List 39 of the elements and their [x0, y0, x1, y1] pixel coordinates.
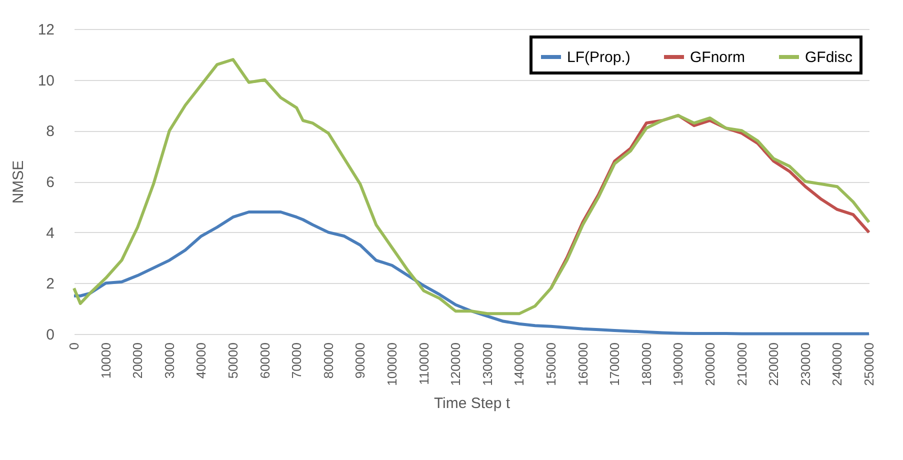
- x-tick-label: 20000: [130, 342, 146, 379]
- x-tick-label: 30000: [162, 342, 177, 379]
- x-tick-label: 0: [66, 342, 82, 350]
- legend-label: GFnorm: [690, 49, 746, 66]
- y-tick-label: 4: [46, 224, 54, 242]
- x-tick-label: 90000: [352, 342, 368, 379]
- y-tick-label: 2: [46, 276, 54, 293]
- x-tick-label: 220000: [766, 342, 782, 386]
- x-tick-label: 200000: [702, 342, 718, 386]
- y-tick-label: 6: [46, 174, 54, 191]
- x-axis-title: Time Step t: [434, 394, 511, 412]
- x-tick-label: 250000: [862, 342, 876, 386]
- legend-label: LF(Prop.): [567, 49, 630, 66]
- x-tick-label: 100000: [384, 342, 400, 386]
- x-tick-label: 150000: [544, 342, 558, 386]
- x-tick-label: 110000: [416, 342, 432, 385]
- x-tick-label: 40000: [194, 342, 209, 379]
- x-tick-label: 10000: [98, 342, 114, 379]
- x-tick-label: 240000: [830, 342, 845, 386]
- y-axis-title: NMSE: [10, 160, 27, 204]
- x-tick-label: 170000: [607, 342, 622, 386]
- x-tick-label: 130000: [480, 342, 495, 386]
- x-tick-label: 140000: [512, 342, 527, 386]
- y-tick-label: 0: [46, 326, 54, 344]
- y-tick-label: 10: [38, 72, 54, 90]
- x-tick-label: 160000: [575, 342, 590, 386]
- y-tick-label: 12: [38, 22, 54, 38]
- x-tick-label: 70000: [289, 342, 304, 379]
- x-tick-label: 190000: [670, 342, 686, 386]
- x-tick-label: 210000: [734, 342, 750, 386]
- x-tick-label: 230000: [798, 342, 813, 386]
- x-tick-label: 80000: [320, 342, 336, 379]
- x-tick-label: 180000: [638, 342, 654, 386]
- x-tick-label: 60000: [257, 342, 272, 379]
- x-tick-label: 50000: [226, 342, 240, 379]
- line-series: [72, 210, 870, 336]
- y-tick-label: 8: [46, 123, 54, 140]
- legend-label: GFdisc: [805, 49, 854, 66]
- x-tick-label: 120000: [448, 342, 464, 386]
